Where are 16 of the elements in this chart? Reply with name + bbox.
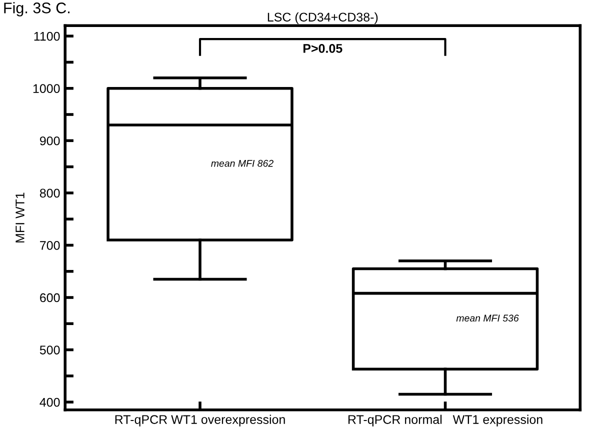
caption: Fig. 3S C.	[4, 2, 70, 16]
annotation: P>0.05	[303, 44, 342, 53]
chart-title: LSC (CD34+CD38-)	[268, 12, 378, 24]
y-tick-label: 1100	[34, 32, 60, 41]
y-tick-label: 500	[40, 346, 60, 354]
annotation: mean MFI 862	[211, 160, 274, 167]
y-tick-label: 400	[40, 398, 60, 407]
y-axis-title: MFI WT1	[16, 192, 24, 242]
x-tick-label: RT-qPCR normal WT1 expression	[348, 414, 542, 426]
annotation: mean MFI 536	[456, 314, 519, 322]
y-tick-label: 1000	[33, 84, 60, 94]
y-tick-label: 900	[40, 136, 60, 146]
y-tick-label: 800	[40, 188, 60, 198]
x-tick-label: RT-qPCR WT1 overexpression	[115, 414, 285, 426]
y-tick-label: 600	[40, 293, 60, 302]
y-tick-label: 700	[40, 241, 60, 250]
